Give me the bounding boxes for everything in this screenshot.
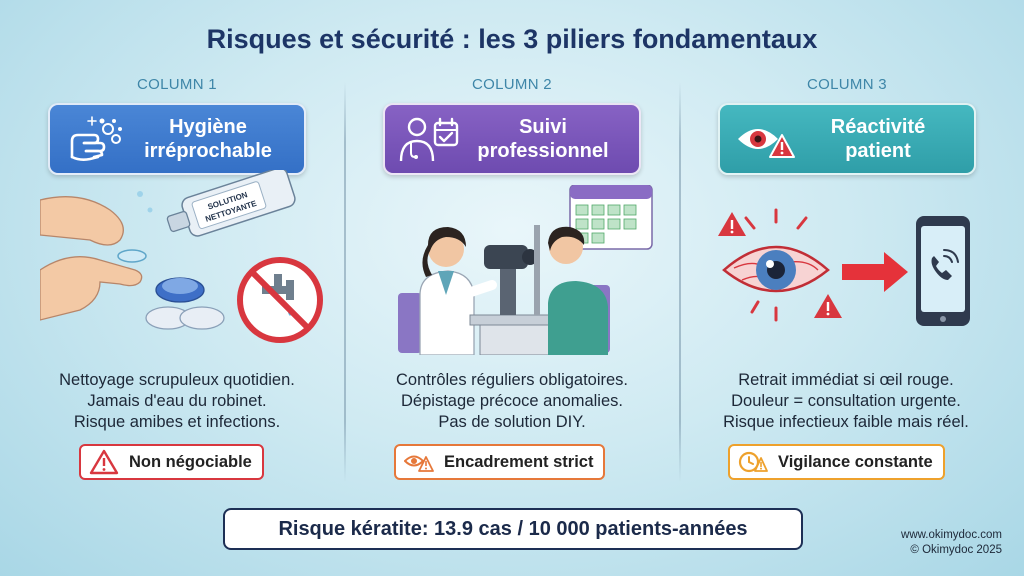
badge-vigilance-constante: Vigilance constante bbox=[728, 444, 945, 480]
column-hygiene: COLUMN 1 Hygiène irréprochable bbox=[27, 76, 327, 175]
header-title: Suivi professionnel bbox=[477, 116, 609, 162]
header-suivi: Suivi professionnel bbox=[383, 103, 641, 175]
lens-case-icon bbox=[145, 277, 225, 330]
header-title: Hygiène irréprochable bbox=[144, 116, 272, 162]
column-label: COLUMN 3 bbox=[807, 76, 887, 93]
badge-label: Non négociable bbox=[129, 452, 252, 471]
description-line: Risque amibes et infections. bbox=[73, 413, 281, 431]
column-label: COLUMN 1 bbox=[137, 76, 217, 93]
phone-call-icon bbox=[916, 216, 970, 326]
warning-icon bbox=[718, 212, 746, 236]
column-divider bbox=[344, 82, 346, 482]
header-reactivite: Réactivité patient bbox=[718, 103, 976, 175]
description-line: Jamais d'eau du robinet. bbox=[87, 392, 267, 410]
suivi-description: Contrôles réguliers obligatoires. Dépist… bbox=[356, 370, 668, 433]
badge-label: Encadrement strict bbox=[444, 452, 594, 471]
water-drop-icon bbox=[147, 207, 153, 213]
warning-icon bbox=[814, 294, 842, 318]
slit-lamp-icon bbox=[469, 225, 561, 355]
no-tap-water-icon bbox=[237, 257, 323, 343]
footer-copyright: © Okimydoc 2025 bbox=[910, 544, 1002, 556]
eye-warning-icon bbox=[404, 455, 434, 472]
doctor-icon bbox=[419, 227, 497, 355]
chair-icon bbox=[398, 293, 422, 353]
water-drop-icon bbox=[137, 191, 143, 197]
red-eye-warning-icon bbox=[738, 129, 795, 158]
clock-warning-icon bbox=[738, 451, 768, 473]
column-reactivite: COLUMN 3 Réactivité patient bbox=[697, 76, 997, 175]
reactivity-illustration bbox=[718, 208, 970, 326]
description-line: Pas de solution DIY. bbox=[438, 413, 586, 431]
hand-icon bbox=[40, 196, 143, 321]
column-label: COLUMN 2 bbox=[472, 76, 552, 93]
badge-encadrement-strict: Encadrement strict bbox=[394, 444, 606, 480]
reactivite-description: Retrait immédiat si œil rouge. Douleur =… bbox=[690, 370, 1002, 433]
hygiene-illustration: SOLUTION NETTOYANTE bbox=[40, 170, 323, 343]
description-line: Nettoyage scrupuleux quotidien. bbox=[59, 371, 295, 389]
badge-label: Vigilance constante bbox=[778, 452, 933, 471]
patient-icon bbox=[548, 226, 608, 355]
contact-lens-icon bbox=[117, 249, 147, 263]
warning-icon bbox=[89, 449, 119, 475]
footer-website: www.okimydoc.com bbox=[901, 529, 1002, 541]
description-line: Risque infectieux faible mais réel. bbox=[723, 413, 969, 431]
cleaning-bottle-icon: SOLUTION NETTOYANTE bbox=[166, 170, 296, 237]
red-eye-icon bbox=[722, 208, 830, 322]
consultation-illustration bbox=[398, 185, 653, 355]
description-line: Contrôles réguliers obligatoires. bbox=[395, 371, 629, 389]
badge-non-negociable: Non négociable bbox=[79, 444, 264, 480]
doctor-calendar-icon bbox=[399, 117, 459, 162]
description-line: Dépistage précoce anomalies. bbox=[401, 392, 623, 410]
header-hygiene: Hygiène irréprochable bbox=[48, 103, 306, 175]
description-line: Douleur = consultation urgente. bbox=[731, 392, 961, 410]
header-title: Réactivité patient bbox=[830, 116, 926, 162]
keratitis-risk-stat: Risque kératite: 13.9 cas / 10 000 patie… bbox=[223, 508, 803, 550]
description-line: Retrait immédiat si œil rouge. bbox=[738, 371, 954, 389]
column-suivi: COLUMN 2 Suivi professionnel bbox=[362, 76, 662, 175]
footer: www.okimydoc.com © Okimydoc 2025 bbox=[901, 528, 1002, 558]
arrow-right-icon bbox=[842, 252, 908, 292]
column-divider bbox=[679, 82, 681, 482]
page-title: Risques et sécurité : les 3 piliers fond… bbox=[206, 24, 818, 54]
hygiene-description: Nettoyage scrupuleux quotidien. Jamais d… bbox=[27, 370, 327, 433]
hand-washing-icon bbox=[70, 116, 122, 161]
